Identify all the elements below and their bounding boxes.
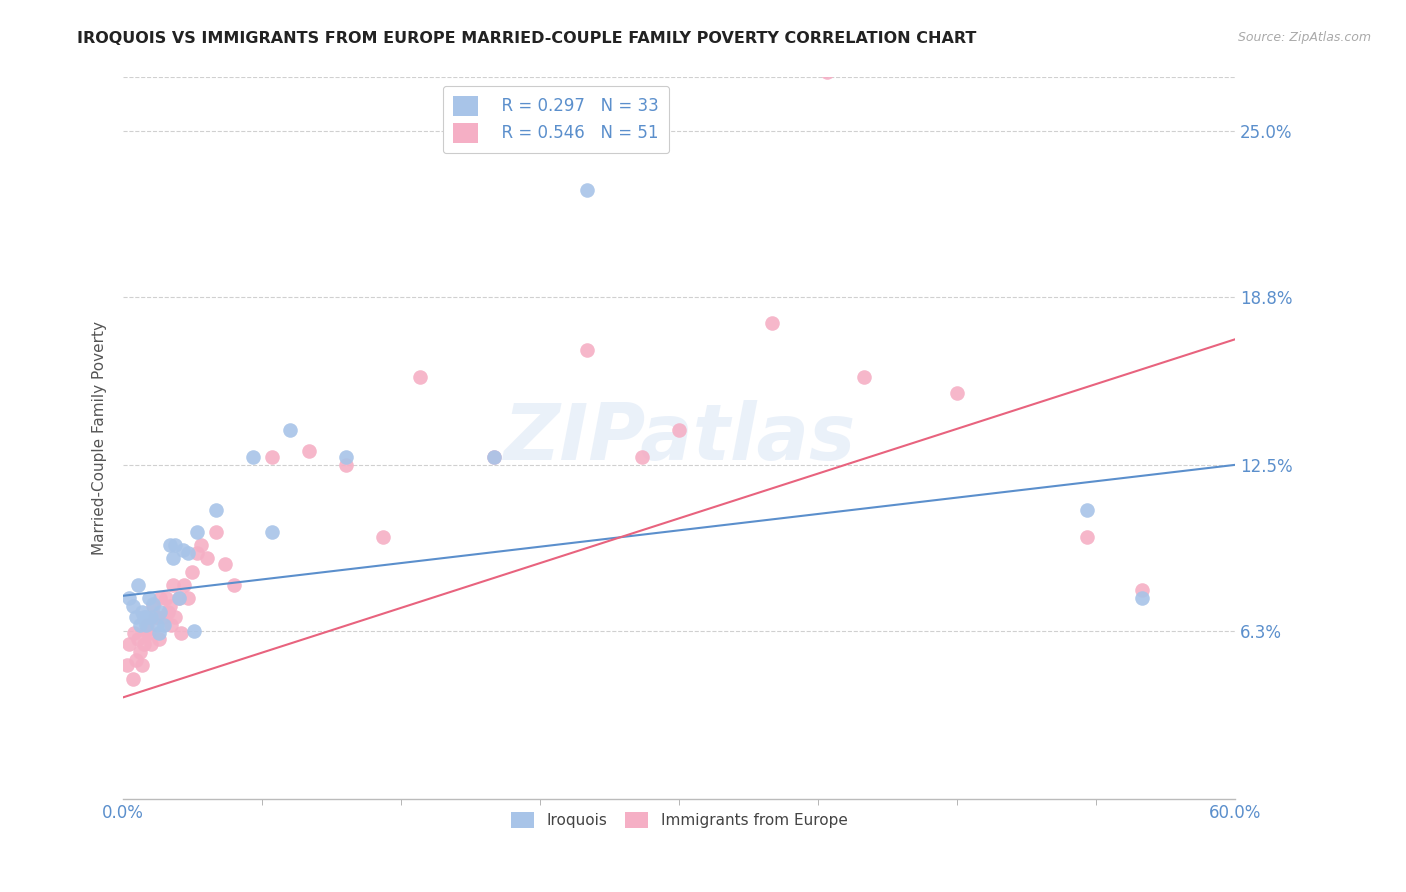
Point [167,591,190,606]
Point [136,618,159,632]
Point [145,610,167,624]
Point [180,565,202,579]
Point [160,618,183,632]
Point [159,599,181,614]
Point [118,637,141,651]
Y-axis label: Married-Couple Family Poverty: Married-Couple Family Poverty [93,321,107,555]
Point [143,610,166,624]
Point [132,637,155,651]
Text: ZIPatlas: ZIPatlas [503,401,855,476]
Point [242,450,264,464]
Point [167,591,190,606]
Point [409,369,432,384]
Point [118,591,141,606]
Point [575,183,598,197]
Point [124,626,146,640]
Point [371,530,394,544]
Point [142,597,165,611]
Point [148,626,170,640]
Point [131,658,153,673]
Point [129,618,152,632]
Point [1132,591,1154,606]
Point [335,450,357,464]
Point [135,624,157,638]
Point [482,450,505,464]
Point [224,578,246,592]
Point [121,672,143,686]
Point [145,618,167,632]
Point [162,551,184,566]
Point [139,610,162,624]
Point [575,343,598,357]
Point [186,524,208,539]
Text: IROQUOIS VS IMMIGRANTS FROM EUROPE MARRIED-COUPLE FAMILY POVERTY CORRELATION CHA: IROQUOIS VS IMMIGRANTS FROM EUROPE MARRI… [77,31,977,46]
Point [159,538,181,552]
Point [165,538,187,552]
Legend: Iroquois, Immigrants from Europe: Iroquois, Immigrants from Europe [505,806,853,835]
Text: Source: ZipAtlas.com: Source: ZipAtlas.com [1237,31,1371,45]
Point [172,543,194,558]
Point [139,637,162,651]
Point [946,385,969,400]
Point [278,423,301,437]
Point [125,610,148,624]
Point [183,624,205,638]
Point [162,578,184,592]
Point [132,610,155,624]
Point [127,632,149,646]
Point [668,423,690,437]
Point [149,605,172,619]
Point [482,450,505,464]
Point [631,450,654,464]
Point [153,610,176,624]
Point [131,605,153,619]
Point [260,450,283,464]
Point [1076,530,1098,544]
Point [115,658,138,673]
Point [297,444,319,458]
Point [138,591,160,606]
Point [205,524,228,539]
Point [853,369,876,384]
Point [148,632,170,646]
Point [1132,583,1154,598]
Point [138,626,160,640]
Point [135,618,157,632]
Point [177,591,200,606]
Point [121,599,143,614]
Point [761,316,783,330]
Point [149,591,172,606]
Point [155,591,177,606]
Point [214,557,236,571]
Point [1076,503,1098,517]
Point [129,645,152,659]
Point [165,610,187,624]
Point [170,626,193,640]
Point [156,605,179,619]
Point [125,653,148,667]
Point [153,618,176,632]
Point [173,578,195,592]
Point [205,503,228,517]
Point [260,524,283,539]
Point [817,65,839,79]
Point [177,546,200,560]
Point [142,599,165,614]
Point [136,610,159,624]
Point [186,546,208,560]
Point [127,578,149,592]
Point [195,551,218,566]
Point [335,458,357,472]
Point [190,538,212,552]
